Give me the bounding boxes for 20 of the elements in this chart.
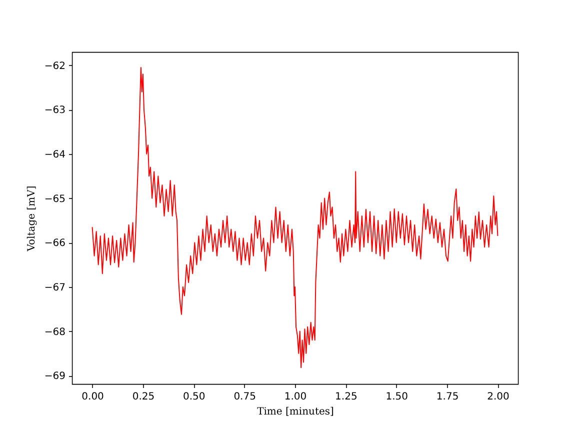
x-tick-label: 1.00 xyxy=(284,392,307,402)
y-axis-title: Voltage [mV] xyxy=(26,186,38,252)
x-axis-title: Time [minutes] xyxy=(257,406,334,418)
x-tick-label: 0.75 xyxy=(234,392,256,402)
y-tick-label: −68 xyxy=(44,326,66,338)
y-tick-label: −63 xyxy=(44,105,66,116)
x-tick-label: 1.75 xyxy=(436,392,459,402)
x-tick-label: 1.25 xyxy=(335,392,358,402)
x-tick-label: 0.00 xyxy=(82,392,104,402)
y-tick-label: −67 xyxy=(44,282,66,294)
y-tick-label: −65 xyxy=(44,194,66,205)
y-tick-label: −64 xyxy=(44,149,66,160)
x-tick-label: 0.50 xyxy=(183,392,206,402)
y-tick-label: −62 xyxy=(44,60,66,72)
y-tick-label: −66 xyxy=(44,238,66,250)
x-tick-label: 0.25 xyxy=(132,392,155,402)
line-series xyxy=(92,67,498,368)
x-tick-label: 2.00 xyxy=(487,392,510,402)
x-tick-label: 1.50 xyxy=(386,392,408,402)
y-tick-label: −69 xyxy=(44,371,66,382)
